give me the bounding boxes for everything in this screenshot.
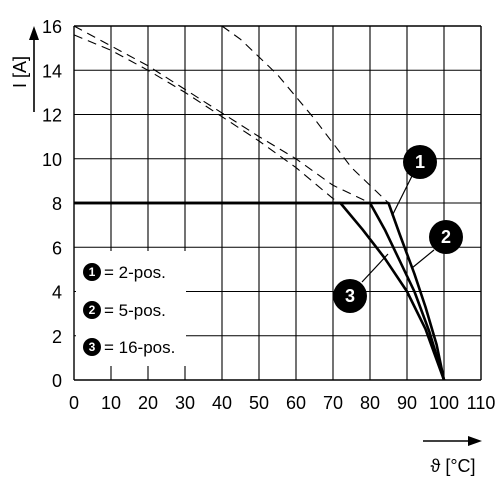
y-tick-label-6: 6 [52, 238, 62, 258]
curves [73, 25, 446, 381]
y-tick-label-12: 12 [42, 106, 62, 126]
series-3-extrapolated-line [73, 34, 341, 204]
callout-1-leader [391, 175, 413, 217]
x-axis-label-group: ϑ [°C] [423, 436, 482, 476]
legend-entry-2-text: = 5-pos. [104, 301, 166, 320]
y-tick-label-16: 16 [42, 17, 62, 37]
x-tick-label-20: 20 [138, 393, 158, 413]
callouts: 1 2 3 [333, 145, 463, 313]
callout-badge-2-icon [429, 220, 463, 254]
callout-badge-3-icon [333, 279, 367, 313]
legend-entry-1: 1 = 2-pos. [83, 263, 166, 282]
x-tick-label-10: 10 [101, 393, 121, 413]
y-axis-label-group: I [A] [10, 26, 39, 112]
y-tick-label-10: 10 [42, 150, 62, 170]
series-1-line [74, 201, 446, 381]
y-tick-label-4: 4 [52, 283, 62, 303]
callout-badge-2-label: 2 [441, 227, 451, 247]
x-tick-label-100: 100 [429, 393, 459, 413]
series-1-extrapolated-line [221, 25, 389, 204]
x-tick-label-90: 90 [397, 393, 417, 413]
x-tick-label-110: 110 [467, 393, 496, 413]
series-2-line [74, 201, 446, 381]
legend-entry-3: 3 = 16-pos. [83, 338, 175, 357]
callout-badge-3-label: 3 [345, 286, 355, 306]
x-tick-label-0: 0 [69, 393, 79, 413]
legend-badge-2-label: 2 [89, 303, 96, 317]
callout-2-leader [411, 249, 435, 269]
x-tick-label-40: 40 [212, 393, 232, 413]
x-tick-label-50: 50 [249, 393, 269, 413]
legend-entry-2: 2 = 5-pos. [83, 301, 166, 320]
legend-badge-1-icon [83, 263, 101, 281]
x-axis-arrow-head-icon [468, 436, 482, 446]
y-tick-label-2: 2 [52, 327, 62, 347]
x-tick-label-70: 70 [323, 393, 343, 413]
x-axis-label: ϑ [°C] [430, 456, 475, 476]
legend-badge-3-label: 3 [89, 340, 96, 354]
y-tick-label-14: 14 [42, 61, 62, 81]
legend-badge-1-label: 1 [89, 265, 96, 279]
y-axis-label: I [A] [10, 56, 30, 88]
legend-badge-2-icon [83, 301, 101, 319]
x-tick-label-60: 60 [286, 393, 306, 413]
legend-entry-1-text: = 2-pos. [104, 263, 166, 282]
legend-entry-3-text: = 16-pos. [104, 338, 175, 357]
legend-badge-3-icon [83, 338, 101, 356]
callout-badge-1-label: 1 [415, 152, 425, 172]
series-2-extrapolated-line [73, 25, 371, 204]
x-tick-label-30: 30 [175, 393, 195, 413]
y-axis-arrow-head-icon [29, 26, 39, 40]
callout-badge-1-icon [403, 145, 437, 179]
callout-3-leader [361, 253, 389, 283]
y-tick-label-8: 8 [52, 194, 62, 214]
y-tick-label-0: 0 [52, 371, 62, 391]
x-tick-label-80: 80 [360, 393, 380, 413]
legend: 1 = 2-pos. 2 = 5-pos. 3 = 16-pos. [76, 251, 186, 366]
